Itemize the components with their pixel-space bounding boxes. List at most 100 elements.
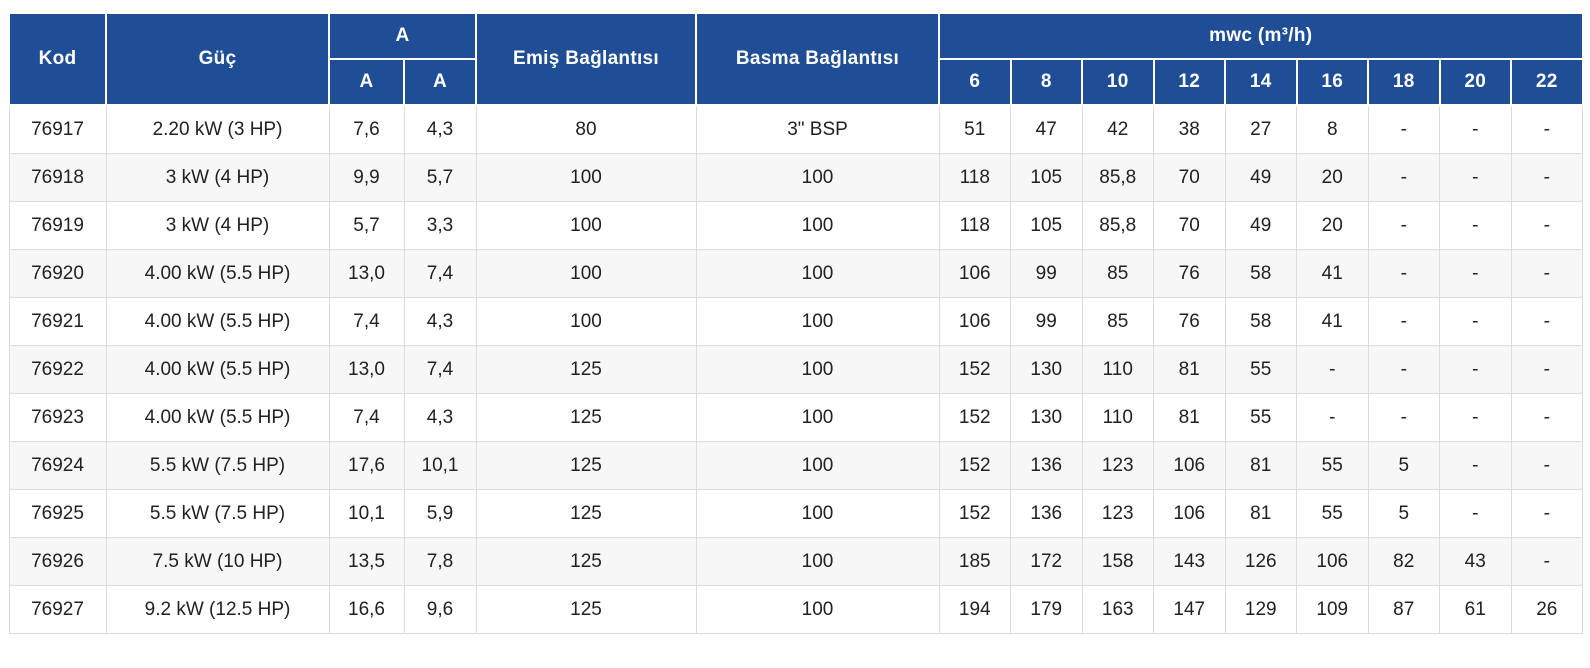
cell-guc: 3 kW (4 HP) — [105, 201, 330, 250]
cell-mwc-22: 26 — [1510, 585, 1584, 634]
cell-mwc-12: 76 — [1153, 249, 1226, 298]
cell-a2: 10,1 — [403, 441, 477, 490]
cell-mwc-12: 70 — [1153, 153, 1226, 202]
cell-mwc-18: - — [1367, 393, 1440, 442]
col-group-header-a: A — [328, 12, 477, 60]
cell-mwc-20: - — [1439, 104, 1512, 154]
table-body: 76917 2.20 kW (3 HP) 7,6 4,3 80 3" BSP 5… — [8, 104, 1584, 634]
cell-a2: 7,4 — [403, 249, 477, 298]
cell-mwc-12: 143 — [1153, 537, 1226, 586]
cell-mwc-18: 87 — [1367, 585, 1440, 634]
cell-a1: 9,9 — [328, 153, 405, 202]
cell-mwc-22: - — [1510, 489, 1584, 538]
cell-mwc-8: 136 — [1010, 441, 1083, 490]
col-header-emis-baglantisi: Emiş Bağlantısı — [475, 12, 697, 106]
cell-mwc-10: 42 — [1081, 104, 1154, 154]
table-row: 76927 9.2 kW (12.5 HP) 16,6 9,6 125 100 … — [8, 585, 1584, 634]
cell-mwc-22: - — [1510, 104, 1584, 154]
cell-mwc-10: 85 — [1081, 297, 1154, 346]
cell-basma: 100 — [695, 489, 940, 538]
cell-mwc-10: 85 — [1081, 249, 1154, 298]
cell-a1: 5,7 — [328, 201, 405, 250]
cell-mwc-18: 82 — [1367, 537, 1440, 586]
cell-mwc-20: - — [1439, 153, 1512, 202]
cell-mwc-8: 105 — [1010, 201, 1083, 250]
cell-mwc-6: 51 — [938, 104, 1011, 154]
cell-mwc-10: 123 — [1081, 441, 1154, 490]
cell-kod: 76927 — [8, 585, 107, 634]
cell-mwc-10: 163 — [1081, 585, 1154, 634]
cell-a2: 3,3 — [403, 201, 477, 250]
cell-mwc-18: 5 — [1367, 489, 1440, 538]
cell-guc: 4.00 kW (5.5 HP) — [105, 297, 330, 346]
cell-basma: 100 — [695, 345, 940, 394]
cell-mwc-6: 152 — [938, 345, 1011, 394]
cell-mwc-14: 49 — [1224, 201, 1297, 250]
cell-kod: 76923 — [8, 393, 107, 442]
cell-mwc-20: - — [1439, 249, 1512, 298]
cell-mwc-10: 85,8 — [1081, 153, 1154, 202]
cell-basma: 100 — [695, 585, 940, 634]
cell-kod: 76925 — [8, 489, 107, 538]
cell-mwc-6: 106 — [938, 297, 1011, 346]
table-row: 76924 5.5 kW (7.5 HP) 17,6 10,1 125 100 … — [8, 441, 1584, 490]
cell-mwc-6: 152 — [938, 489, 1011, 538]
table-row: 76922 4.00 kW (5.5 HP) 13,0 7,4 125 100 … — [8, 345, 1584, 394]
col-subheader-a2: A — [403, 58, 477, 106]
cell-mwc-20: - — [1439, 201, 1512, 250]
cell-mwc-8: 47 — [1010, 104, 1083, 154]
cell-emis: 125 — [475, 441, 697, 490]
cell-mwc-16: - — [1296, 345, 1369, 394]
cell-mwc-6: 185 — [938, 537, 1011, 586]
cell-a2: 7,8 — [403, 537, 477, 586]
cell-mwc-14: 126 — [1224, 537, 1297, 586]
cell-a2: 4,3 — [403, 104, 477, 154]
table-row: 76918 3 kW (4 HP) 9,9 5,7 100 100 118 10… — [8, 153, 1584, 202]
cell-mwc-18: - — [1367, 249, 1440, 298]
cell-kod: 76920 — [8, 249, 107, 298]
cell-mwc-18: - — [1367, 153, 1440, 202]
cell-kod: 76921 — [8, 297, 107, 346]
cell-guc: 5.5 kW (7.5 HP) — [105, 441, 330, 490]
cell-mwc-16: 109 — [1296, 585, 1369, 634]
cell-mwc-8: 130 — [1010, 393, 1083, 442]
cell-a1: 16,6 — [328, 585, 405, 634]
cell-mwc-8: 105 — [1010, 153, 1083, 202]
cell-emis: 80 — [475, 104, 697, 154]
col-header-kod: Kod — [8, 12, 107, 106]
cell-mwc-16: 8 — [1296, 104, 1369, 154]
cell-mwc-22: - — [1510, 297, 1584, 346]
col-header-guc: Güç — [105, 12, 330, 106]
cell-a1: 13,5 — [328, 537, 405, 586]
pump-spec-table-container: Kod Güç A Emiş Bağlantısı Basma Bağlantı… — [8, 12, 1584, 634]
cell-mwc-16: 20 — [1296, 201, 1369, 250]
cell-mwc-20: - — [1439, 441, 1512, 490]
cell-a2: 5,9 — [403, 489, 477, 538]
cell-mwc-20: - — [1439, 393, 1512, 442]
cell-kod: 76917 — [8, 104, 107, 154]
cell-mwc-6: 194 — [938, 585, 1011, 634]
cell-mwc-10: 110 — [1081, 393, 1154, 442]
cell-mwc-12: 81 — [1153, 393, 1226, 442]
cell-mwc-10: 110 — [1081, 345, 1154, 394]
cell-a2: 4,3 — [403, 297, 477, 346]
cell-kod: 76919 — [8, 201, 107, 250]
cell-basma: 100 — [695, 201, 940, 250]
cell-guc: 4.00 kW (5.5 HP) — [105, 249, 330, 298]
cell-mwc-18: - — [1367, 104, 1440, 154]
cell-mwc-10: 123 — [1081, 489, 1154, 538]
cell-emis: 100 — [475, 249, 697, 298]
cell-basma: 100 — [695, 393, 940, 442]
cell-kod: 76924 — [8, 441, 107, 490]
cell-mwc-6: 118 — [938, 201, 1011, 250]
cell-mwc-10: 158 — [1081, 537, 1154, 586]
cell-mwc-12: 147 — [1153, 585, 1226, 634]
cell-mwc-20: 61 — [1439, 585, 1512, 634]
cell-mwc-22: - — [1510, 201, 1584, 250]
cell-guc: 5.5 kW (7.5 HP) — [105, 489, 330, 538]
cell-mwc-10: 85,8 — [1081, 201, 1154, 250]
cell-mwc-14: 81 — [1224, 441, 1297, 490]
col-subheader-mwc-18: 18 — [1367, 58, 1441, 106]
cell-emis: 125 — [475, 537, 697, 586]
table-row: 76919 3 kW (4 HP) 5,7 3,3 100 100 118 10… — [8, 201, 1584, 250]
